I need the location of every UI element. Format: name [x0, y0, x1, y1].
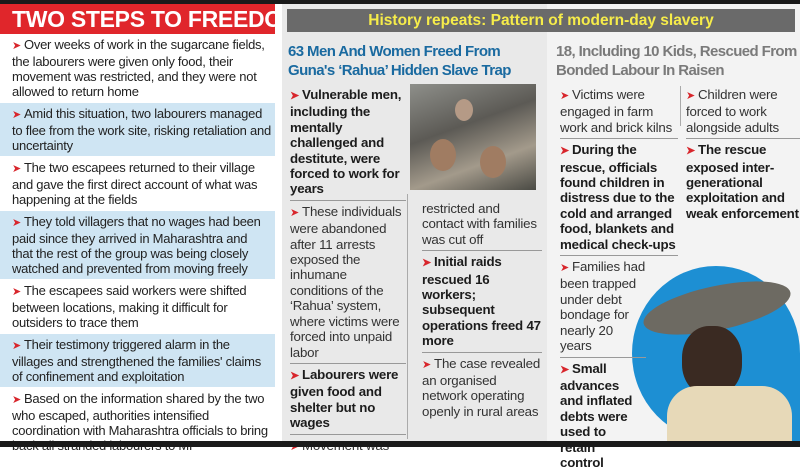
- list-item: restricted and contact with families was…: [422, 198, 542, 251]
- list-item: ➤Amid this situation, two labourers mana…: [0, 103, 275, 157]
- arrow-icon: ➤: [686, 145, 695, 157]
- rescued-workers-photo: [410, 84, 536, 190]
- list-item: ➤Victims were engaged in farm work and b…: [560, 84, 678, 139]
- history-repeats-panel: History repeats: Pattern of modern-day s…: [282, 4, 800, 441]
- arrow-icon: ➤: [560, 364, 569, 376]
- bottom-border: [0, 441, 800, 447]
- arrow-icon: ➤: [560, 90, 569, 102]
- item-text: Children were forced to work alongside a…: [686, 87, 779, 135]
- arrow-icon: ➤: [12, 40, 21, 52]
- item-text: Small advances and inflated debts were u…: [560, 361, 632, 470]
- photo-face: [480, 146, 506, 178]
- arrow-icon: ➤: [290, 370, 299, 382]
- item-text: The two escapees returned to their villa…: [12, 160, 257, 207]
- item-text: Their testimony triggered alarm in the v…: [12, 337, 261, 384]
- item-text: Amid this situation, two labourers manag…: [12, 106, 271, 153]
- arrow-icon: ➤: [560, 262, 569, 274]
- list-item: ➤Small advances and inflated debts were …: [560, 358, 642, 473]
- divider: [407, 194, 408, 439]
- arrow-icon: ➤: [12, 163, 21, 175]
- item-text: They told villagers that no wages had be…: [12, 214, 261, 276]
- arrow-icon: ➤: [12, 340, 21, 352]
- item-text: The case revealed an organised network o…: [422, 356, 540, 419]
- divider: [680, 86, 681, 126]
- item-text: The escapees said workers were shifted b…: [12, 283, 246, 330]
- item-text: Families had been trapped under debt bon…: [560, 259, 645, 353]
- photo-body: [667, 386, 792, 441]
- guna-headline: 63 Men And Women Freed From Guna's ‘Rahu…: [288, 42, 546, 80]
- list-item: ➤The two escapees returned to their vill…: [0, 157, 275, 211]
- arrow-icon: ➤: [422, 359, 431, 371]
- list-item: ➤The case revealed an organised network …: [422, 353, 542, 423]
- panel-title: TWO STEPS TO FREEDOM: [0, 4, 275, 34]
- list-item: ➤During the rescue, officials found chil…: [560, 139, 678, 256]
- two-steps-panel: TWO STEPS TO FREEDOM ➤Over weeks of work…: [0, 4, 275, 441]
- list-item: ➤Over weeks of work in the sugarcane fie…: [0, 34, 275, 103]
- item-text: restricted and contact with families was…: [422, 201, 537, 247]
- arrow-icon: ➤: [12, 394, 21, 406]
- arrow-icon: ➤: [290, 207, 299, 219]
- guna-column-1: ➤Vulnerable men, including the mentally …: [290, 84, 406, 458]
- item-text: Initial raids rescued 16 workers; subseq…: [422, 254, 541, 348]
- list-item: ➤Labourers were given food and shelter b…: [290, 364, 406, 435]
- photo-face: [455, 99, 473, 121]
- arrow-icon: ➤: [12, 286, 21, 298]
- item-text: These individuals were abandoned after 1…: [290, 204, 401, 360]
- list-item: ➤These individuals were abandoned after …: [290, 201, 406, 364]
- item-text: Vulnerable men, including the mentally c…: [290, 87, 401, 196]
- raisen-column-2: ➤Children were forced to work alongside …: [686, 84, 800, 224]
- arrow-icon: ➤: [12, 109, 21, 121]
- arrow-icon: ➤: [290, 90, 299, 102]
- list-item: ➤The rescue exposed inter-generational e…: [686, 139, 800, 224]
- arrow-icon: ➤: [560, 145, 569, 157]
- list-item: ➤They told villagers that no wages had b…: [0, 211, 275, 280]
- raisen-headline: 18, Including 10 Kids, Rescued From Bond…: [556, 42, 800, 80]
- arrow-icon: ➤: [422, 257, 431, 269]
- list-item: ➤The escapees said workers were shifted …: [0, 280, 275, 334]
- arrow-icon: ➤: [686, 90, 695, 102]
- guna-column-2: restricted and contact with families was…: [422, 198, 542, 422]
- item-text: Labourers were given food and shelter bu…: [290, 367, 398, 430]
- item-text: During the rescue, officials found child…: [560, 142, 676, 251]
- arrow-icon: ➤: [12, 217, 21, 229]
- section-title: History repeats: Pattern of modern-day s…: [287, 9, 795, 32]
- list-item: ➤Their testimony triggered alarm in the …: [0, 334, 275, 388]
- raisen-column-1: ➤Victims were engaged in farm work and b…: [560, 84, 678, 473]
- list-item: ➤Children were forced to work alongside …: [686, 84, 800, 139]
- list-item: ➤Initial raids rescued 16 workers; subse…: [422, 251, 542, 352]
- item-text: Victims were engaged in farm work and br…: [560, 87, 672, 135]
- item-text: Over weeks of work in the sugarcane fiel…: [12, 37, 265, 99]
- photo-face: [430, 139, 456, 171]
- item-text: The rescue exposed inter-generational ex…: [686, 142, 799, 221]
- list-item: ➤Families had been trapped under debt bo…: [560, 256, 646, 357]
- list-item: ➤Vulnerable men, including the mentally …: [290, 84, 406, 201]
